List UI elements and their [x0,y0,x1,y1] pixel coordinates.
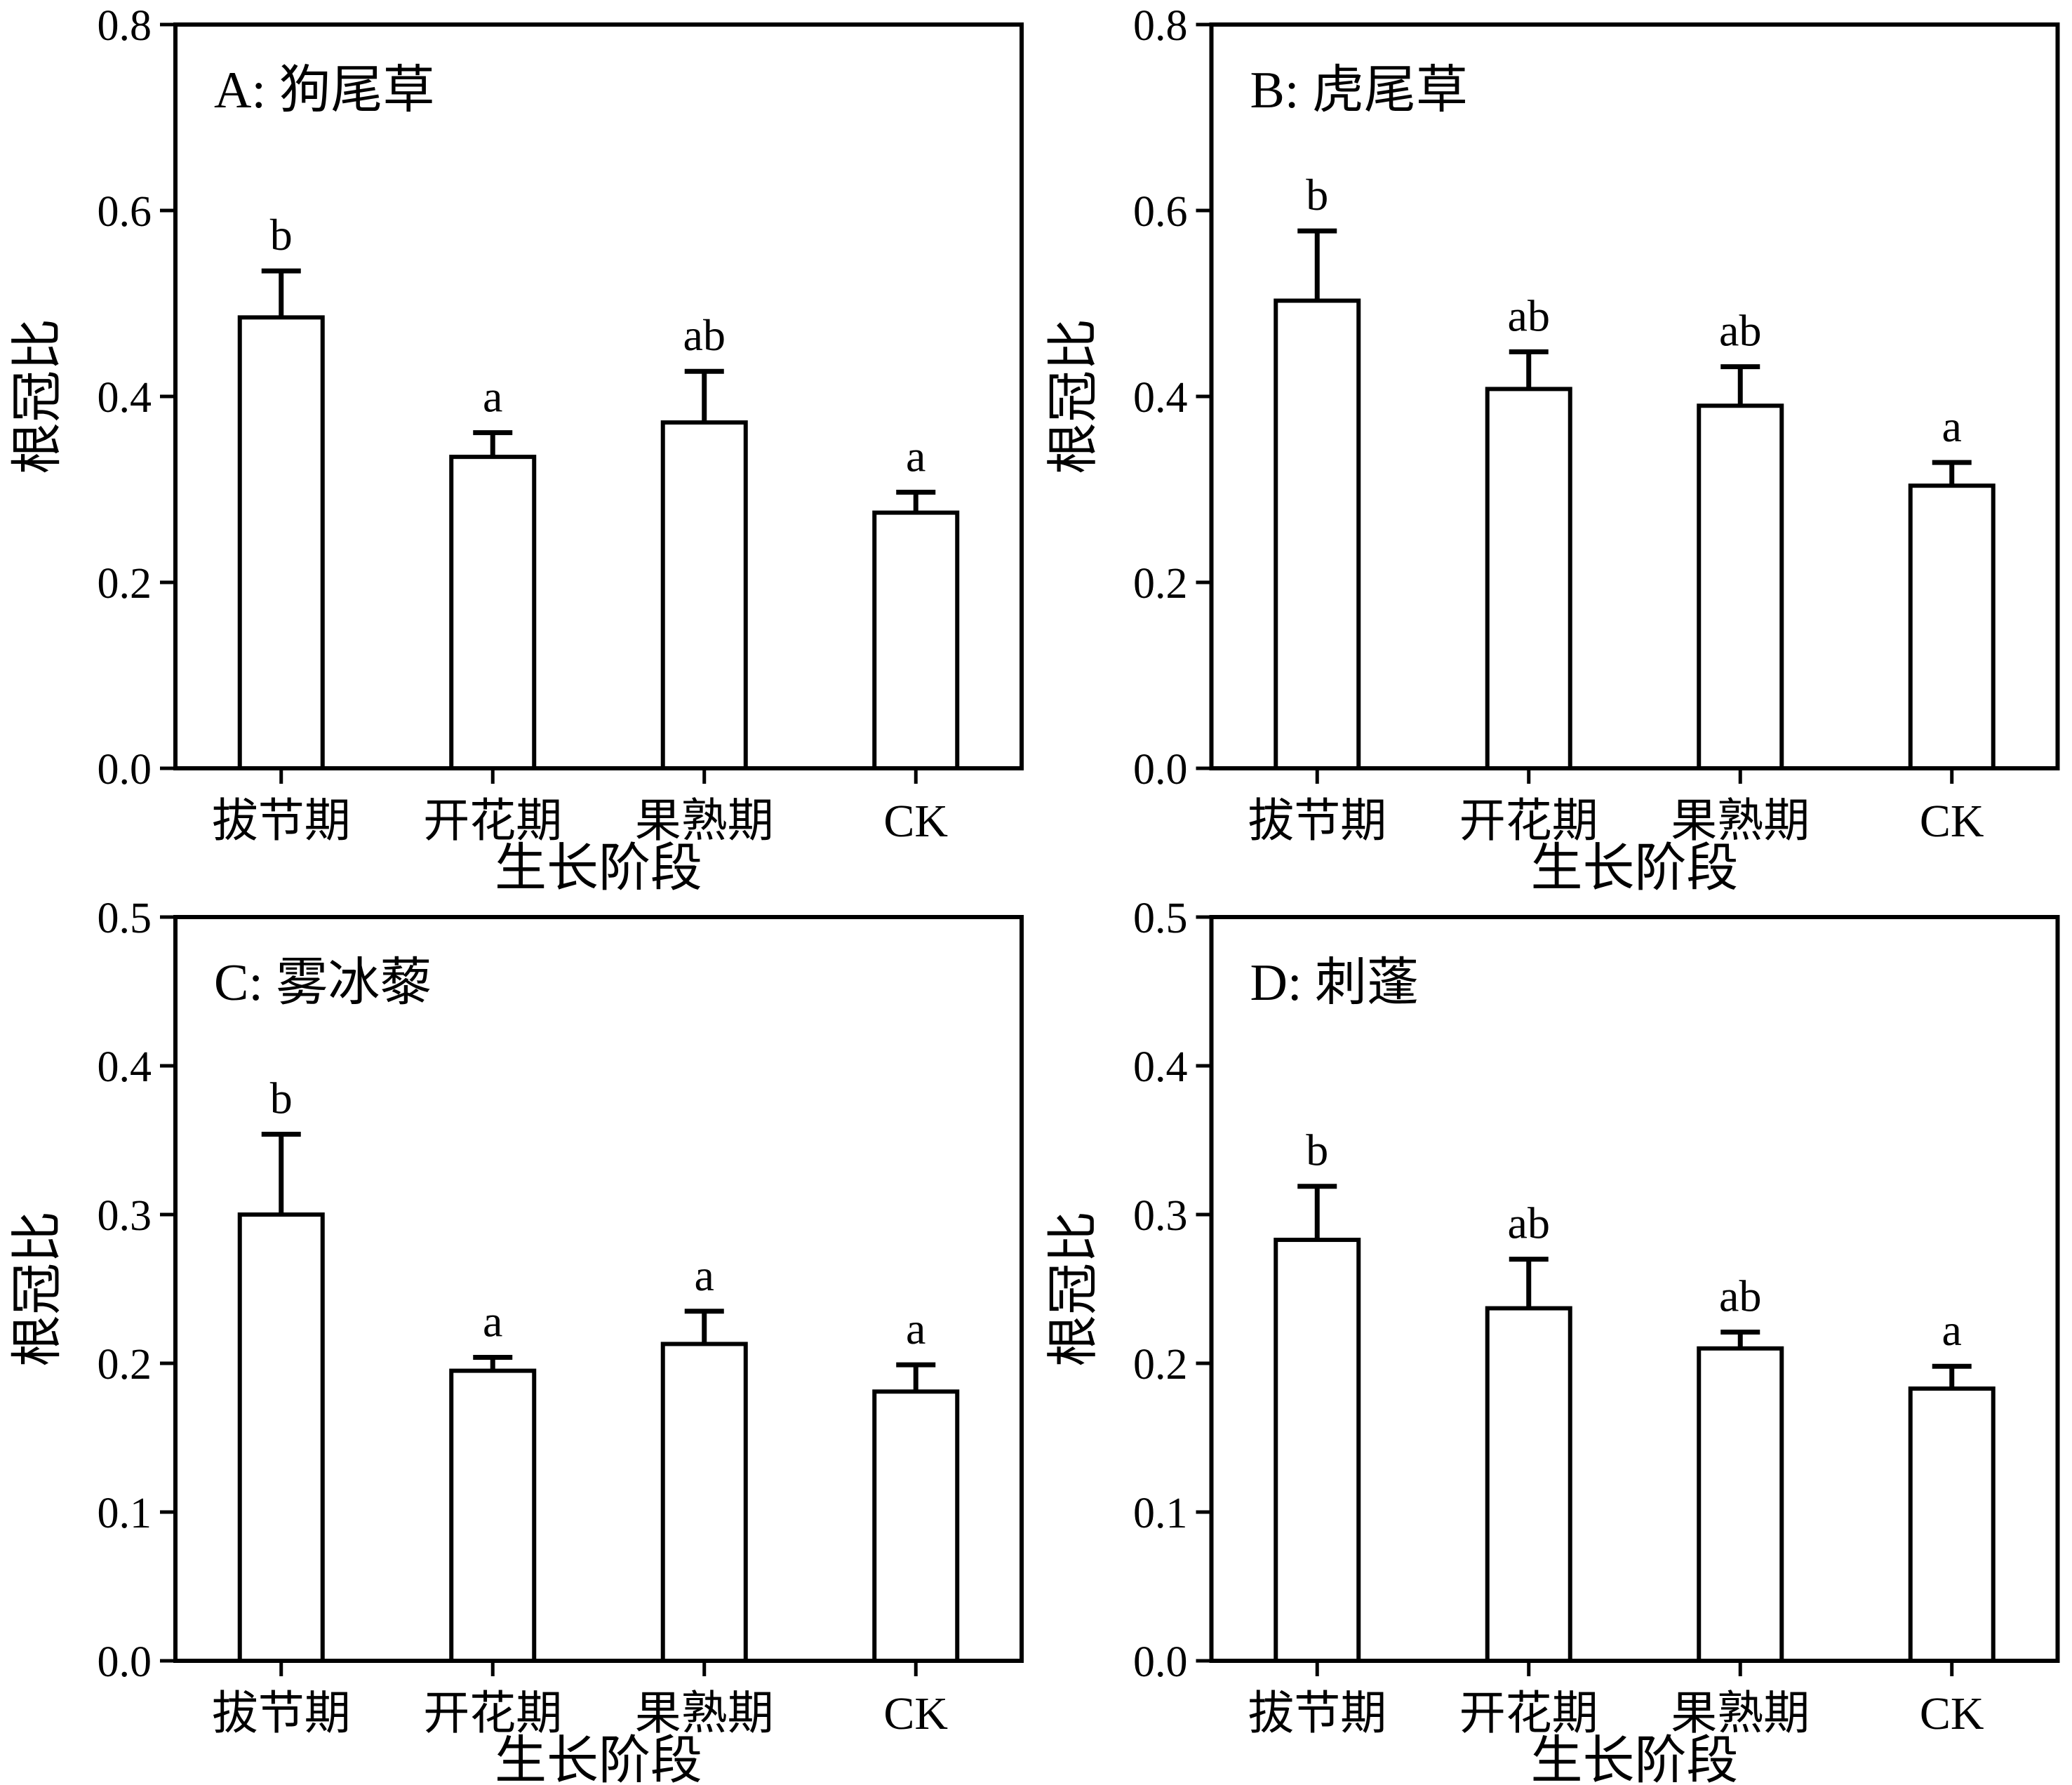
significance-letter: a [695,1250,714,1300]
category-label: CK [1920,796,1984,847]
bar [1485,387,1572,770]
y-tick-label: 0.4 [1133,1043,1188,1091]
bar [1697,1346,1784,1663]
x-axis-title: 生长阶段 [1531,1732,1739,1785]
y-tick-label: 0.4 [98,1043,152,1091]
category-label: 果熟期 [635,1688,774,1739]
y-tick-label: 0.1 [98,1490,152,1537]
category-label: CK [883,1688,948,1739]
significance-letter: b [270,1074,293,1123]
significance-letter: b [1306,1125,1328,1175]
y-tick-label: 0.6 [1133,188,1188,236]
bar [1908,483,1996,770]
significance-letter: ab [683,310,726,360]
plot-frame [1209,915,2060,1663]
significance-letter: a [1942,401,1962,451]
significance-letter: b [270,210,293,260]
bar [660,1342,748,1663]
y-axis-title: 根冠比 [9,319,67,474]
y-tick-label: 0.2 [1133,560,1188,608]
significance-letter: a [906,1304,925,1353]
y-tick-label: 0.3 [1133,1192,1188,1240]
category-label: 拔节期 [1248,1688,1386,1739]
bar [1274,1238,1361,1664]
y-tick-label: 0.8 [98,2,152,50]
y-tick-label: 0.6 [98,188,152,236]
y-tick-label: 0.0 [98,746,152,794]
bar [1485,1306,1572,1663]
panel-a-chart: 0.0 0.2 0.4 0.6 0.8 b 拔节期 a 开花期 ab 果熟期 a CK A: 狗尾草根冠比… [9,2,1024,897]
significance-letter: ab [1508,1198,1550,1248]
y-tick-label: 0.5 [1133,895,1188,942]
bar [1697,403,1784,770]
panel-label: A: 狗尾草 [214,62,435,119]
x-axis-title: 生长阶段 [495,1732,702,1785]
y-tick-label: 0.8 [1133,2,1188,50]
y-tick-label: 0.2 [1133,1341,1188,1389]
y-axis-title: 根冠比 [1045,319,1103,474]
significance-letter: ab [1719,306,1761,356]
y-tick-label: 0.2 [98,560,152,608]
bar [449,455,537,770]
bar [237,1212,325,1663]
panel-a: 0.0 0.2 0.4 0.6 0.8 b 拔节期 a 开花期 ab 果熟期 a CK A: 狗尾草根冠比… [0,0,1036,897]
category-label: 拔节期 [1248,796,1386,847]
panel-label: D: 刺蓬 [1250,954,1419,1012]
category-label: CK [883,796,948,847]
y-tick-label: 0.4 [1133,374,1188,422]
category-label: 果熟期 [635,796,774,847]
significance-letter: ab [1719,1271,1761,1321]
significance-letter: a [906,431,925,481]
bar [237,315,325,770]
panel-b: 0.0 0.2 0.4 0.6 0.8 b 拔节期 ab 开花期 ab 果熟期 a CK B: 虎尾草根冠… [1036,0,2072,897]
y-axis-title: 根冠比 [1045,1211,1103,1367]
category-label: 拔节期 [212,796,351,847]
y-tick-label: 0.5 [98,895,152,942]
bar [872,1389,960,1664]
category-label: 开花期 [423,796,562,847]
bar [660,420,748,770]
significance-letter: b [1306,170,1328,220]
panel-label: B: 虎尾草 [1250,62,1468,119]
panel-d-chart: 0.0 0.1 0.2 0.3 0.4 0.5 b 拔节期 ab 开花期 ab 果熟期 a CK D: 刺蓬… [1045,895,2060,1785]
significance-letter: a [483,1297,502,1346]
significance-letter: a [1942,1305,1962,1355]
panel-c-chart: 0.0 0.1 0.2 0.3 0.4 0.5 b 拔节期 a 开花期 a 果熟期 a CK C: 雾冰藜根… [9,895,1024,1785]
x-axis-title: 生长阶段 [1531,840,1739,897]
category-label: 开花期 [423,1688,562,1739]
y-tick-label: 0.0 [1133,1638,1188,1686]
y-tick-label: 0.4 [98,374,152,422]
bar [449,1368,537,1663]
panel-b-chart: 0.0 0.2 0.4 0.6 0.8 b 拔节期 ab 开花期 ab 果熟期 a CK B: 虎尾草根冠… [1045,2,2060,897]
significance-letter: ab [1508,290,1550,340]
y-tick-label: 0.1 [1133,1490,1188,1537]
category-label: 开花期 [1459,796,1598,847]
y-tick-label: 0.0 [98,1638,152,1686]
significance-letter: a [483,372,502,422]
category-label: 果熟期 [1671,1688,1810,1739]
category-label: 果熟期 [1671,796,1810,847]
x-axis-title: 生长阶段 [495,840,702,897]
plot-frame [173,915,1024,1663]
y-tick-label: 0.3 [98,1192,152,1240]
category-label: CK [1920,1688,1984,1739]
y-tick-label: 0.2 [98,1341,152,1389]
y-axis-title: 根冠比 [9,1211,67,1367]
bar [872,510,960,770]
panel-d: 0.0 0.1 0.2 0.3 0.4 0.5 b 拔节期 ab 开花期 ab 果熟期 a CK D: 刺蓬… [1036,893,2072,1785]
category-label: 开花期 [1459,1688,1598,1739]
bar [1908,1386,1996,1663]
y-tick-label: 0.0 [1133,746,1188,794]
panel-c: 0.0 0.1 0.2 0.3 0.4 0.5 b 拔节期 a 开花期 a 果熟期 a CK C: 雾冰藜根… [0,893,1036,1785]
panel-label: C: 雾冰藜 [214,954,432,1012]
bar [1274,298,1361,770]
category-label: 拔节期 [212,1688,351,1739]
